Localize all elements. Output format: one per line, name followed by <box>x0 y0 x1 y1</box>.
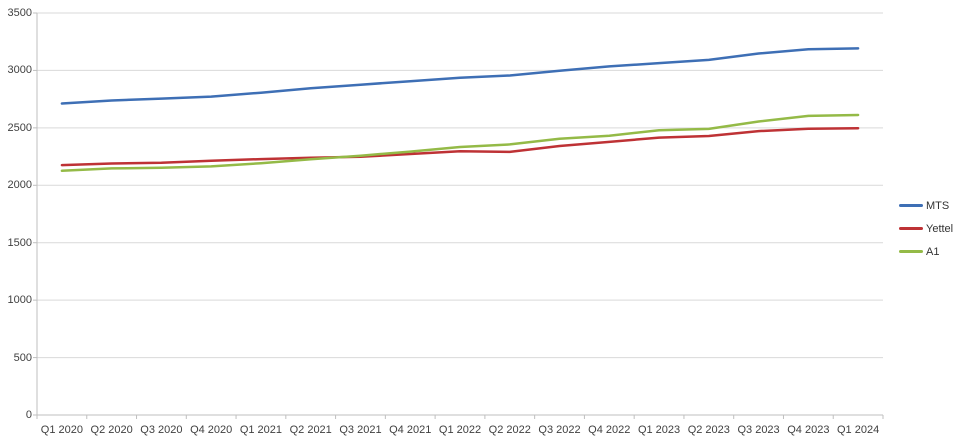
legend-item-mts: MTS <box>899 194 953 217</box>
legend: MTS Yettel A1 <box>899 194 953 263</box>
y-tick-label: 0 <box>25 409 32 421</box>
x-tick-label: Q3 2022 <box>538 424 581 436</box>
y-tick-label: 2500 <box>7 121 32 134</box>
legend-label-mts: MTS <box>926 199 950 212</box>
legend-item-yettel: Yettel <box>899 217 953 240</box>
x-tick-label: Q4 2023 <box>787 424 830 436</box>
x-tick-label: Q2 2020 <box>90 424 133 436</box>
x-tick-label: Q1 2024 <box>837 424 880 436</box>
series-line-mts <box>60 47 860 105</box>
x-tick-label: Q2 2021 <box>289 424 332 436</box>
x-tick-label: Q4 2020 <box>190 424 233 436</box>
legend-item-a1: A1 <box>899 240 953 263</box>
legend-swatch-mts <box>899 204 923 207</box>
x-tick-label: Q2 2022 <box>488 424 531 436</box>
y-tick-label: 500 <box>13 351 32 364</box>
series-line-a1 <box>60 113 860 173</box>
series-line-yettel <box>60 126 860 167</box>
x-tick-label: Q3 2021 <box>339 424 382 436</box>
x-tick-label: Q4 2022 <box>588 424 631 436</box>
y-tick-label: 1500 <box>7 236 32 249</box>
x-tick-label: Q1 2022 <box>438 424 482 436</box>
legend-swatch-yettel <box>899 227 923 230</box>
legend-label-a1: A1 <box>926 245 940 258</box>
y-tick-label: 3500 <box>7 7 32 19</box>
y-tick-label: 2000 <box>7 179 32 192</box>
x-tick-label: Q2 2023 <box>687 424 730 436</box>
y-tick-label: 3000 <box>7 64 32 77</box>
y-tick-label: 1000 <box>7 294 32 307</box>
x-tick-label: Q4 2021 <box>389 424 432 436</box>
x-tick-label: Q1 2020 <box>40 424 83 436</box>
legend-swatch-a1 <box>899 250 923 253</box>
x-tick-label: Q3 2023 <box>737 424 780 436</box>
x-tick-label: Q1 2021 <box>239 424 283 436</box>
x-tick-label: Q1 2023 <box>637 424 681 436</box>
legend-label-yettel: Yettel <box>926 222 954 235</box>
x-tick-label: Q3 2020 <box>140 424 183 436</box>
